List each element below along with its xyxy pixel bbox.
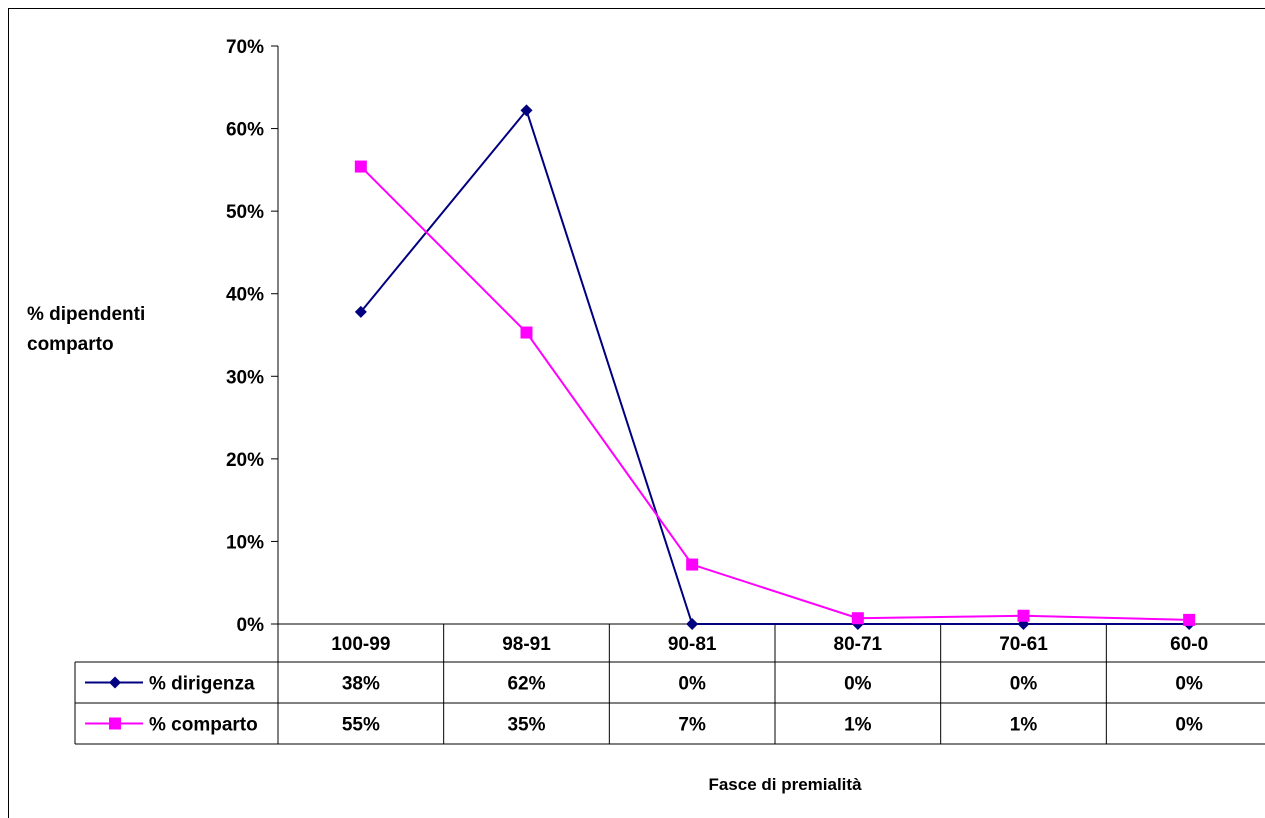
table-cell-value: 0% bbox=[844, 674, 872, 695]
y-tick-label: 40% bbox=[226, 285, 264, 306]
table-cell-value: 0% bbox=[1010, 674, 1038, 695]
chart-frame bbox=[8, 8, 1265, 818]
y-tick-label: 60% bbox=[226, 120, 264, 141]
table-cell-value: 7% bbox=[678, 715, 706, 736]
table-cell-value: 0% bbox=[678, 674, 706, 695]
data-point-diamond bbox=[686, 618, 699, 630]
y-axis-label: % dipendenti comparto bbox=[27, 300, 145, 360]
x-axis-label: Fasce di premialità bbox=[708, 775, 862, 794]
data-point-square bbox=[851, 612, 864, 625]
y-tick-label: 0% bbox=[237, 615, 265, 636]
x-category-label: 60-0 bbox=[1170, 634, 1208, 655]
table-cell-value: 35% bbox=[507, 715, 545, 736]
y-tick-label: 10% bbox=[226, 532, 264, 553]
series-line-comparto bbox=[360, 165, 1190, 621]
legend-label: % comparto bbox=[149, 715, 258, 736]
x-category-label: 98-91 bbox=[502, 634, 551, 655]
table-cell-value: 38% bbox=[342, 674, 380, 695]
series-line-dirigenza bbox=[360, 108, 1190, 625]
y-tick-label: 50% bbox=[226, 202, 264, 223]
data-point-square bbox=[520, 326, 533, 339]
table-cell-value: 0% bbox=[1175, 715, 1203, 736]
data-point-diamond bbox=[109, 676, 121, 689]
table-cell-value: 62% bbox=[507, 674, 545, 695]
data-point-diamond bbox=[520, 104, 533, 117]
legend-label: % dirigenza bbox=[149, 674, 255, 695]
y-axis-label-line-1: % dipendenti bbox=[27, 304, 146, 325]
y-tick-label: 70% bbox=[226, 37, 264, 58]
x-category-label: 100-99 bbox=[331, 634, 390, 655]
data-point-square bbox=[1017, 609, 1030, 622]
table-cell-value: 0% bbox=[1175, 674, 1203, 695]
data-point-square bbox=[354, 160, 367, 173]
table-cell-value: 1% bbox=[844, 715, 872, 736]
data-point-diamond bbox=[354, 305, 367, 318]
y-tick-label: 30% bbox=[226, 367, 264, 388]
table-cell-value: 55% bbox=[342, 715, 380, 736]
x-category-label: 80-71 bbox=[834, 634, 883, 655]
x-category-label: 70-61 bbox=[999, 634, 1048, 655]
y-tick-label: 20% bbox=[226, 450, 264, 471]
x-category-label: 90-81 bbox=[668, 634, 717, 655]
data-point-square bbox=[686, 558, 699, 571]
data-point-square bbox=[1183, 613, 1196, 626]
table-cell-value: 1% bbox=[1010, 715, 1038, 736]
y-axis-label-line-2: comparto bbox=[27, 334, 114, 355]
data-point-square bbox=[109, 717, 121, 730]
